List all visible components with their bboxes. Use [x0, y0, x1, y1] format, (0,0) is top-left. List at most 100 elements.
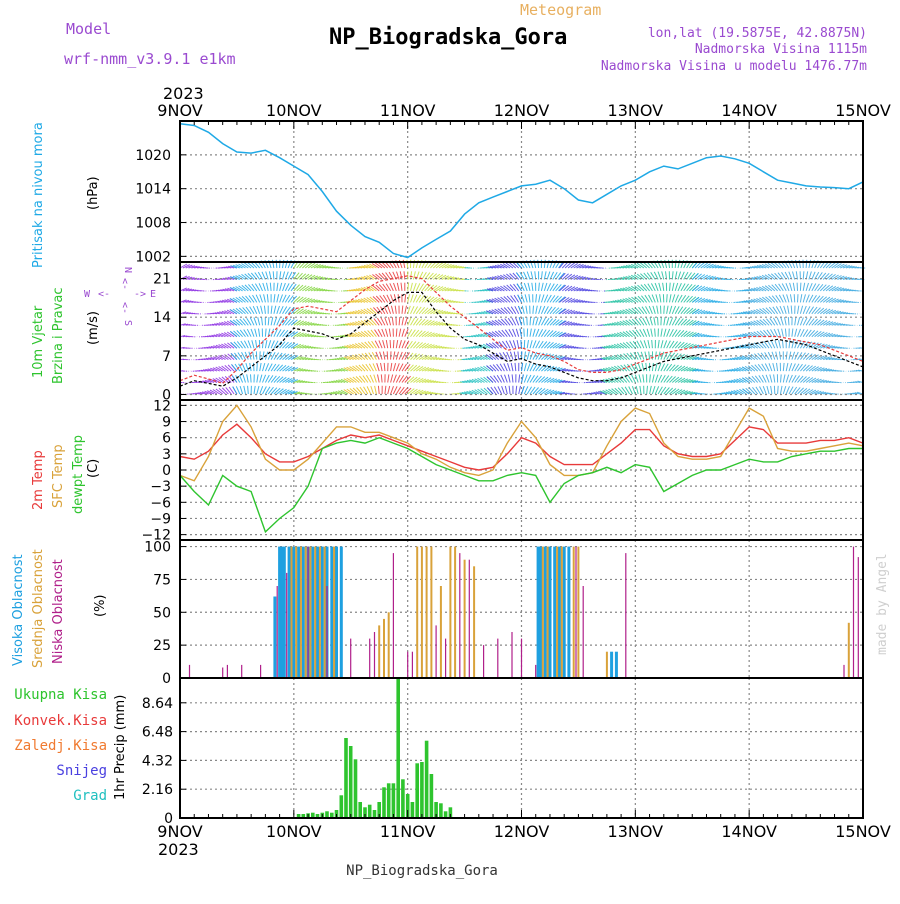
- date-tick-bottom: 12NOV: [494, 822, 550, 841]
- mid-cloud-bar: [295, 547, 297, 678]
- low-cloud-bar: [407, 652, 408, 678]
- model-altitude-text: Nadmorska Visina u modelu 1476.77m: [601, 59, 867, 74]
- date-tick-bottom: 9NOV: [157, 822, 202, 841]
- temp-ylabel-3: dewpt Temp: [71, 435, 86, 514]
- precip-bar: [344, 738, 348, 818]
- wind-unit: (m/s): [86, 311, 101, 345]
- low-cloud-bar: [858, 557, 859, 678]
- date-tick-top: 9NOV: [157, 101, 202, 120]
- precip-bar: [425, 741, 429, 818]
- precip-legend-grad: Grad: [73, 788, 107, 804]
- low-cloud-bar: [350, 639, 351, 678]
- high-cloud-bar: [558, 547, 561, 678]
- high-cloud-bar: [292, 547, 295, 678]
- high-cloud-bar: [544, 547, 547, 678]
- cloud-ylabel-3: Niska Oblacnost: [51, 559, 66, 664]
- mid-cloud-bar: [314, 547, 316, 678]
- year-bottom: 2023: [158, 840, 199, 859]
- cloud-tick-label: 100: [144, 540, 171, 556]
- high-cloud-bar: [311, 547, 314, 678]
- low-cloud-bar: [369, 639, 370, 678]
- wind-tick-label: 7: [162, 349, 171, 365]
- precip-bar: [411, 802, 415, 818]
- cloud-tick-label: 75: [153, 572, 171, 588]
- cloud-ylabel-1: Visoka Oblacnost: [11, 554, 26, 666]
- low-cloud-bar: [853, 547, 854, 678]
- mid-cloud-bar: [440, 586, 442, 678]
- date-tick-top: 15NOV: [835, 101, 891, 120]
- cloud-ylabel-2: Srednja Oblacnost: [31, 549, 46, 668]
- low-cloud-bar: [326, 586, 327, 678]
- precip-bar: [420, 762, 424, 818]
- mid-cloud-bar: [430, 547, 432, 678]
- compass-e-label: E: [150, 289, 156, 300]
- high-cloud-bar: [539, 547, 542, 678]
- low-cloud-bar: [241, 665, 242, 678]
- low-cloud-bar: [497, 639, 498, 678]
- temp-tick-label: 6: [162, 431, 171, 447]
- temp-tick-label: 0: [162, 463, 171, 479]
- mid-cloud-bar: [464, 560, 466, 678]
- cloud-tick-label: 0: [162, 671, 171, 687]
- precip-bar: [349, 746, 353, 818]
- high-cloud-bar: [297, 547, 300, 678]
- low-cloud-bar: [483, 645, 484, 678]
- low-cloud-bar: [521, 639, 522, 678]
- high-cloud-bar: [610, 652, 613, 678]
- date-tick-top: 10NOV: [266, 101, 322, 120]
- wind-ylabel-1: 10m Vjetar: [31, 305, 46, 378]
- pressure-unit: (hPa): [86, 176, 101, 210]
- temp-ylabel-1: 2m Temp: [31, 450, 46, 510]
- high-cloud-bar: [567, 547, 570, 678]
- mid-cloud-bar: [449, 547, 451, 678]
- precip-legend-total: Ukupna Kisa: [14, 687, 107, 703]
- high-cloud-bar: [288, 547, 291, 678]
- low-cloud-bar: [189, 665, 190, 678]
- precip-bar: [382, 787, 386, 818]
- low-cloud-bar: [535, 665, 536, 678]
- high-cloud-bar: [340, 547, 343, 678]
- pressure-tick-label: 1008: [135, 216, 171, 232]
- mid-cloud-bar: [291, 547, 293, 678]
- meteogram-label: Meteogram: [520, 1, 601, 19]
- temp-tick-label: −6: [150, 495, 171, 511]
- mid-cloud-bar: [305, 547, 307, 678]
- low-cloud-bar: [222, 668, 223, 679]
- high-cloud-bar: [615, 652, 618, 678]
- compass-s-label: S: [122, 320, 133, 326]
- date-tick-bottom: 13NOV: [608, 822, 664, 841]
- mid-cloud-bar: [378, 625, 380, 678]
- svg-text:<-: <-: [119, 278, 130, 290]
- precip-tick-label: 4.32: [142, 753, 173, 769]
- low-cloud-bar: [583, 586, 584, 678]
- mid-cloud-bar: [383, 619, 385, 678]
- pressure-tick-label: 1020: [135, 148, 171, 164]
- precip-bar: [415, 763, 419, 818]
- mid-cloud-bar: [848, 623, 850, 678]
- low-cloud-bar: [286, 573, 287, 678]
- precip-bar: [401, 779, 405, 818]
- date-tick-top: 11NOV: [380, 101, 436, 120]
- date-tick-top: 14NOV: [721, 101, 777, 120]
- mid-cloud-bar: [300, 547, 302, 678]
- temp-tick-label: 3: [162, 447, 171, 463]
- mid-cloud-bar: [542, 547, 544, 678]
- precip-tick-label: 6.48: [142, 725, 173, 741]
- temp-tick-label: 12: [153, 398, 171, 414]
- low-cloud-bar: [445, 639, 446, 678]
- mid-cloud-bar: [556, 547, 558, 678]
- mid-cloud-bar: [426, 547, 428, 678]
- mid-cloud-bar: [547, 547, 549, 678]
- precip-bar: [439, 803, 443, 818]
- model-name: wrf-nmm_v3.9.1 e1km: [64, 50, 236, 68]
- mid-cloud-bar: [309, 547, 311, 678]
- precip-bar: [396, 678, 400, 818]
- wind-tick-label: 21: [153, 272, 171, 288]
- watermark: made by Angel: [875, 553, 890, 655]
- svg-text:<-: <-: [119, 302, 130, 314]
- precip-bar: [340, 795, 344, 818]
- precip-bar: [368, 805, 372, 818]
- high-cloud-bar: [563, 547, 566, 678]
